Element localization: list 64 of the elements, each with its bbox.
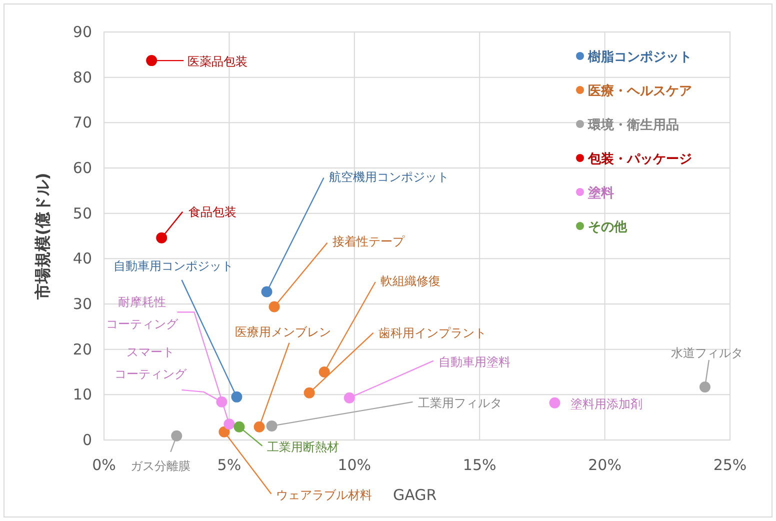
point [304,387,315,398]
annotation: 接着性テープ [332,234,406,249]
legend-label: その他 [588,220,628,235]
annotation: 軟組織修復 [380,274,440,288]
annotation: 医薬品包装 [152,54,248,69]
annotation: 食品包装 [188,204,237,219]
point [699,381,710,392]
point [171,430,182,442]
annotation: 水道フィルタ [670,346,743,388]
annotation: スマートコーティング [114,344,222,402]
point [266,420,278,432]
x-axis-title: GAGR [393,486,437,504]
y-tick-label: 40 [72,250,92,268]
point [261,286,272,298]
y-tick-label: 20 [72,340,92,358]
y-tick-label: 50 [72,204,92,222]
annotation: ガス分離膜 [130,436,191,473]
point [146,55,158,66]
y-tick-label: 10 [72,386,92,404]
legend-label: 環境・衛生用品 [587,117,679,133]
annotation: 水道フィルタ [670,346,743,360]
legend-label: 樹脂コンポジット [587,50,692,65]
point [254,421,265,432]
point [156,232,168,244]
annotation: 工業用断熱材 [267,440,340,454]
y-tick-label: 60 [72,159,92,177]
point [224,418,235,430]
point [549,397,560,408]
annotation: 医療用メンブレン [235,324,332,339]
annotation: 自動車用塗料 [438,354,510,369]
annotation: 食品包装 [161,204,237,238]
x-tick-label: 10% [338,456,372,474]
annotation: スマートコーティング [114,344,188,381]
point [268,301,280,312]
point [218,426,230,438]
point [231,391,242,402]
y-tick-label: 80 [72,68,92,86]
annotation: 歯科用インプラント [378,326,486,340]
annotation: 工業用断熱材 [238,426,340,454]
y-tick-label: 30 [72,295,92,313]
legend-label: 包装・パッケージ [587,152,692,167]
legend-label: 塗料 [587,186,614,201]
legend-label: 医療・ヘルスケア [588,83,692,99]
annotation: 医薬品包装 [188,54,248,69]
x-tick-label: 15% [462,456,496,474]
x-tick-label: 5% [217,456,242,474]
annotation: 航空機用コンポジット [328,170,449,184]
y-axis-title: 市場規模(億ドル) [33,172,52,300]
annotation: 工業用フィルタ [418,396,502,410]
y-tick-label: 90 [72,23,92,41]
x-tick-label: 20% [588,456,622,474]
x-tick-label: 0% [92,456,116,474]
point [344,392,355,404]
annotation: ガス分離膜 [130,458,191,473]
y-tick-label: 0 [82,431,92,449]
y-tick-label: 70 [72,114,92,132]
annotation: ウェアラブル材料 [276,488,372,502]
annotation: 塗料用添加剤 [570,396,643,411]
x-tick-label: 25% [713,456,747,474]
annotation: 自動車用塗料 [349,354,510,398]
point [216,396,228,408]
point [318,366,330,378]
annotation: 自動車用コンポジット [114,258,234,273]
annotation: 耐摩耗性コーティング [106,295,180,332]
